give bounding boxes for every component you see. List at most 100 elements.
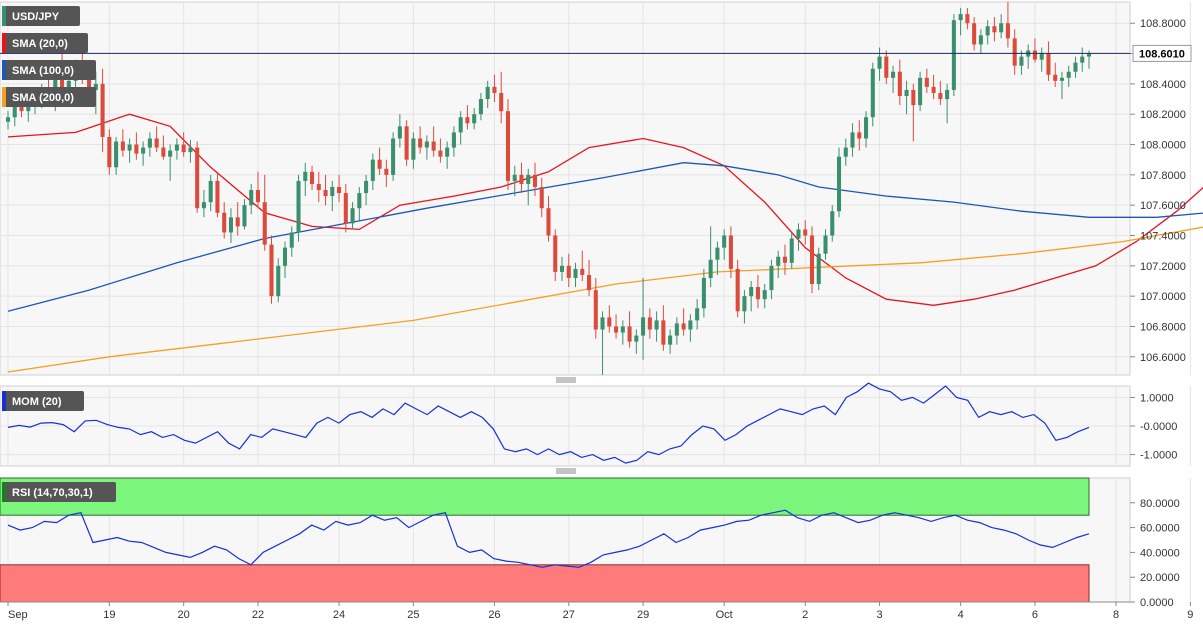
candle[interactable] (897, 59, 902, 106)
candle[interactable] (701, 268, 706, 318)
candle[interactable] (735, 259, 740, 318)
candle[interactable] (195, 141, 200, 213)
candle[interactable] (945, 83, 950, 124)
candle[interactable] (174, 138, 179, 160)
candle[interactable] (5, 111, 11, 130)
candle[interactable] (255, 171, 261, 209)
candle[interactable] (607, 305, 612, 333)
candle[interactable] (864, 111, 869, 148)
candle[interactable] (661, 305, 666, 351)
candle[interactable] (796, 223, 801, 251)
legend-momentum[interactable]: MOM (20) (2, 391, 84, 411)
candle[interactable] (641, 277, 646, 360)
candle[interactable] (269, 235, 274, 304)
candle[interactable] (614, 314, 619, 339)
candle[interactable] (911, 83, 916, 142)
candle[interactable] (350, 202, 355, 230)
candle[interactable] (715, 241, 720, 275)
candle[interactable] (999, 14, 1004, 39)
candle[interactable] (1046, 41, 1051, 81)
candle[interactable] (958, 8, 963, 36)
candle[interactable] (519, 162, 524, 194)
candle[interactable] (553, 229, 558, 281)
candle[interactable] (627, 311, 632, 348)
candle[interactable] (370, 153, 375, 191)
candle[interactable] (337, 174, 342, 203)
candle[interactable] (938, 80, 943, 106)
candle[interactable] (303, 162, 308, 197)
legend-sma200[interactable]: SMA (200,0) (2, 87, 96, 107)
candle[interactable] (465, 105, 470, 130)
candle[interactable] (377, 147, 382, 175)
candle[interactable] (978, 29, 983, 54)
momentum-panel[interactable] (7, 382, 1090, 464)
candle[interactable] (478, 92, 483, 121)
candle[interactable] (573, 262, 578, 288)
candle[interactable] (141, 141, 146, 166)
candle[interactable] (242, 199, 247, 230)
candle[interactable] (499, 71, 504, 124)
candle[interactable] (222, 202, 227, 239)
candle[interactable] (985, 20, 990, 45)
candle[interactable] (485, 80, 490, 109)
candle[interactable] (972, 17, 977, 51)
candle[interactable] (782, 244, 787, 275)
candle[interactable] (147, 132, 152, 157)
candle[interactable] (168, 144, 173, 181)
candle[interactable] (695, 299, 700, 330)
candle[interactable] (262, 174, 267, 251)
candle[interactable] (634, 329, 639, 354)
candle[interactable] (1073, 56, 1078, 78)
candle[interactable] (357, 186, 362, 221)
candle[interactable] (505, 99, 510, 191)
legend-sma100[interactable]: SMA (100,0) (2, 60, 96, 80)
candle[interactable] (364, 174, 369, 206)
candle[interactable] (1039, 47, 1044, 72)
candle[interactable] (458, 111, 463, 145)
candle[interactable] (600, 311, 605, 375)
candle[interactable] (654, 311, 659, 342)
candle[interactable] (411, 132, 416, 169)
candle[interactable] (951, 14, 956, 97)
candle[interactable] (384, 159, 389, 187)
candle[interactable] (472, 108, 477, 130)
candle[interactable] (566, 253, 571, 288)
candle[interactable] (532, 162, 538, 197)
candle[interactable] (870, 62, 875, 127)
candle[interactable] (276, 258, 281, 303)
candle[interactable] (228, 208, 233, 244)
candle[interactable] (249, 183, 254, 215)
candle[interactable] (1019, 50, 1024, 75)
candle[interactable] (992, 17, 997, 42)
legend-symbol[interactable]: USD/JPY (2, 6, 80, 26)
candle[interactable] (924, 68, 929, 93)
candle[interactable] (445, 141, 450, 169)
candle[interactable] (330, 180, 335, 212)
candle[interactable] (593, 277, 598, 339)
candle[interactable] (438, 138, 443, 163)
candle[interactable] (289, 226, 294, 257)
candle[interactable] (107, 129, 112, 175)
legend-rsi[interactable]: RSI (14,70,30,1) (2, 482, 116, 502)
price-panel-resize-handle[interactable] (556, 377, 576, 383)
candle[interactable] (559, 256, 565, 281)
candle[interactable] (769, 259, 774, 300)
candle[interactable] (681, 308, 686, 336)
candle[interactable] (539, 177, 544, 218)
candle[interactable] (708, 226, 713, 288)
candle[interactable] (120, 129, 125, 157)
candle[interactable] (154, 126, 159, 153)
candle[interactable] (404, 120, 409, 166)
candle[interactable] (418, 126, 423, 154)
candle[interactable] (1066, 65, 1071, 87)
candle[interactable] (208, 174, 213, 212)
candle[interactable] (884, 50, 889, 84)
candle[interactable] (114, 136, 119, 175)
candle[interactable] (235, 202, 240, 236)
candle[interactable] (424, 135, 429, 160)
candle[interactable] (749, 280, 754, 312)
candle[interactable] (1005, 2, 1010, 48)
candle[interactable] (904, 80, 909, 115)
rsi-panel[interactable] (0, 477, 1090, 603)
